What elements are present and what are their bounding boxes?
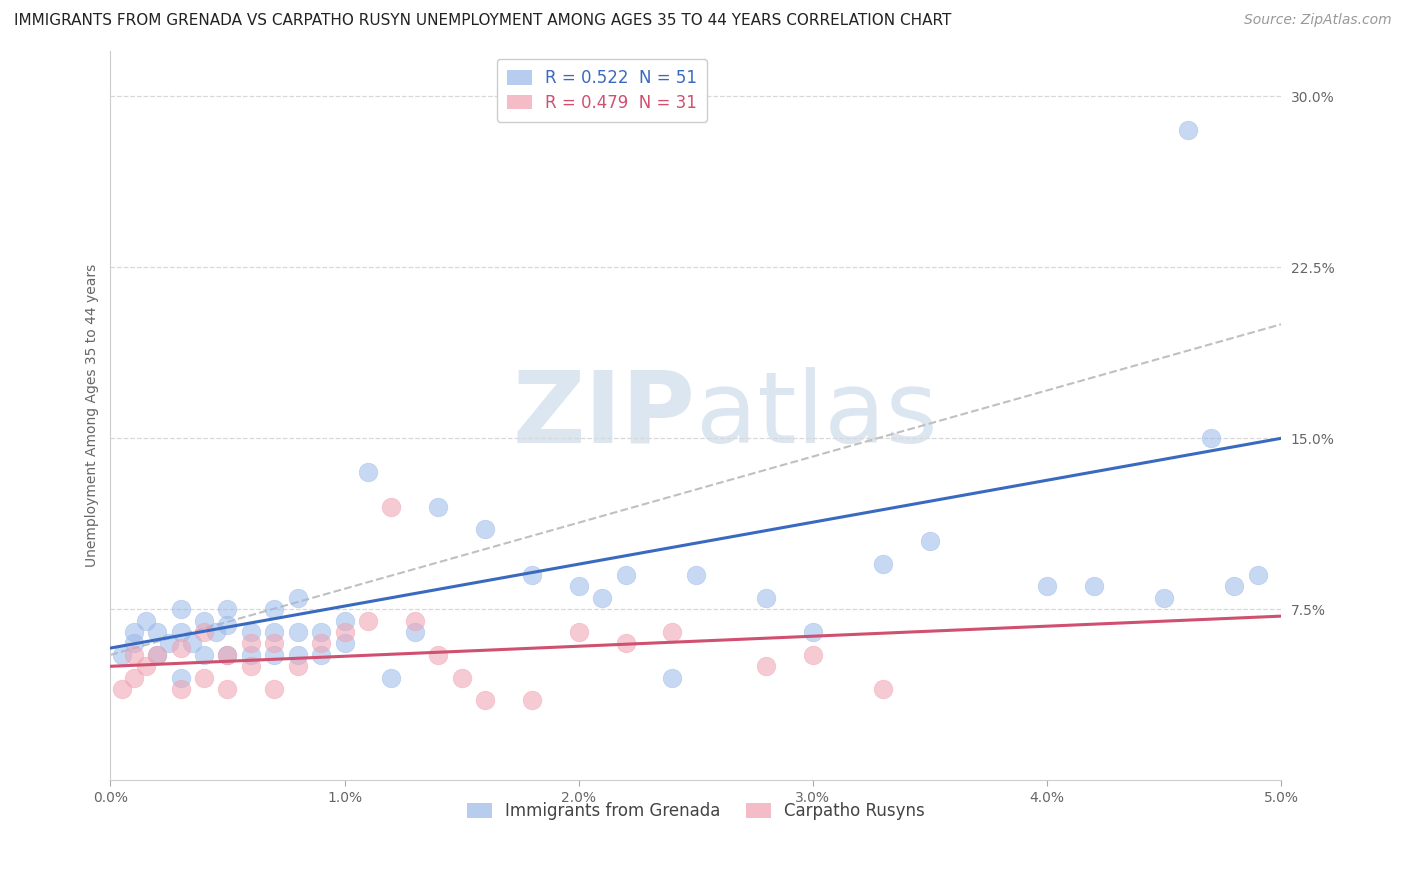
Point [287, 659, 309, 673]
Point [111, 682, 134, 697]
Point [1153, 591, 1175, 605]
Point [918, 533, 941, 548]
Point [801, 648, 824, 662]
Point [169, 602, 191, 616]
Point [1177, 123, 1199, 137]
Point [333, 636, 356, 650]
Point [661, 625, 683, 640]
Point [239, 648, 262, 662]
Point [263, 602, 285, 616]
Point [169, 641, 191, 656]
Text: ZIP: ZIP [513, 367, 696, 464]
Point [357, 614, 380, 628]
Point [333, 625, 356, 640]
Point [1036, 580, 1059, 594]
Point [661, 671, 683, 685]
Point [1247, 568, 1270, 582]
Point [427, 648, 450, 662]
Point [193, 625, 215, 640]
Point [181, 636, 204, 650]
Point [217, 682, 239, 697]
Point [333, 614, 356, 628]
Point [1223, 580, 1246, 594]
Point [309, 636, 332, 650]
Point [217, 618, 239, 632]
Point [1083, 580, 1105, 594]
Point [239, 625, 262, 640]
Point [591, 591, 613, 605]
Point [135, 614, 157, 628]
Point [169, 682, 191, 697]
Point [755, 591, 778, 605]
Point [193, 648, 215, 662]
Point [801, 625, 824, 640]
Point [169, 625, 191, 640]
Point [474, 523, 496, 537]
Point [122, 671, 145, 685]
Point [169, 671, 191, 685]
Point [380, 671, 402, 685]
Point [1199, 431, 1222, 445]
Point [204, 625, 226, 640]
Text: atlas: atlas [696, 367, 938, 464]
Point [872, 557, 894, 571]
Point [755, 659, 778, 673]
Point [427, 500, 450, 514]
Point [263, 625, 285, 640]
Point [474, 693, 496, 707]
Point [217, 648, 239, 662]
Point [135, 659, 157, 673]
Point [263, 682, 285, 697]
Point [614, 568, 637, 582]
Point [239, 659, 262, 673]
Point [404, 625, 426, 640]
Y-axis label: Unemployment Among Ages 35 to 44 years: Unemployment Among Ages 35 to 44 years [86, 264, 100, 567]
Point [122, 636, 145, 650]
Point [122, 648, 145, 662]
Point [146, 625, 169, 640]
Text: Source: ZipAtlas.com: Source: ZipAtlas.com [1244, 13, 1392, 28]
Point [520, 568, 543, 582]
Point [287, 591, 309, 605]
Point [614, 636, 637, 650]
Point [122, 625, 145, 640]
Point [193, 614, 215, 628]
Point [568, 625, 591, 640]
Point [520, 693, 543, 707]
Point [685, 568, 707, 582]
Point [357, 466, 380, 480]
Point [309, 648, 332, 662]
Point [146, 648, 169, 662]
Point [146, 648, 169, 662]
Point [217, 602, 239, 616]
Point [568, 580, 591, 594]
Point [287, 648, 309, 662]
Point [287, 625, 309, 640]
Point [380, 500, 402, 514]
Point [193, 671, 215, 685]
Point [263, 636, 285, 650]
Point [404, 614, 426, 628]
Legend: Immigrants from Grenada, Carpatho Rusyns: Immigrants from Grenada, Carpatho Rusyns [460, 796, 931, 827]
Point [111, 648, 134, 662]
Text: IMMIGRANTS FROM GRENADA VS CARPATHO RUSYN UNEMPLOYMENT AMONG AGES 35 TO 44 YEARS: IMMIGRANTS FROM GRENADA VS CARPATHO RUSY… [14, 13, 952, 29]
Point [157, 636, 180, 650]
Point [872, 682, 894, 697]
Point [263, 648, 285, 662]
Point [217, 648, 239, 662]
Point [239, 636, 262, 650]
Point [309, 625, 332, 640]
Point [450, 671, 472, 685]
